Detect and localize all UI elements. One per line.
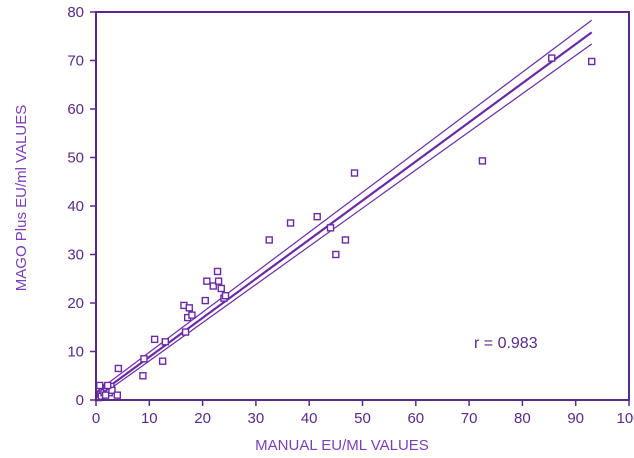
data-point <box>221 292 230 300</box>
data-point <box>217 284 225 293</box>
data-point <box>286 219 295 227</box>
y-tick-label: 20 <box>67 295 84 312</box>
x-tick-label: 40 <box>301 410 318 427</box>
x-tick-label: 80 <box>514 410 531 427</box>
confidence-band-upper <box>95 19 593 393</box>
x-tick-label: 0 <box>92 410 100 427</box>
data-point <box>265 236 273 244</box>
y-tick-label: 0 <box>76 392 84 409</box>
correlation-annotation: r = 0.983 <box>474 335 538 352</box>
data-point <box>350 169 359 177</box>
y-tick-label: 50 <box>67 150 84 167</box>
data-points <box>94 54 596 402</box>
data-point <box>313 212 321 221</box>
x-tick-label: 90 <box>567 410 584 427</box>
x-tick-label: 50 <box>354 410 371 427</box>
data-point <box>101 391 110 399</box>
data-point <box>478 157 487 165</box>
data-point <box>150 335 159 344</box>
data-point <box>188 311 196 319</box>
data-point <box>213 267 222 276</box>
data-point <box>209 282 217 290</box>
y-tick-label: 60 <box>67 101 84 118</box>
data-point <box>214 277 223 285</box>
data-point <box>201 296 209 305</box>
confidence-band-lower <box>95 43 593 400</box>
tick-marks: 0 10 20 30 40 50 60 70 80 90 100 0 10 20 30 40 50 60 70 80 <box>67 4 634 427</box>
x-tick-label: 70 <box>461 410 478 427</box>
x-tick-label: 10 <box>141 410 158 427</box>
y-tick-label: 30 <box>67 247 84 264</box>
data-point <box>96 381 104 390</box>
data-point <box>548 54 556 62</box>
x-tick-label: 30 <box>248 410 265 427</box>
regression-line <box>95 31 593 398</box>
x-tick-label: 20 <box>194 410 211 427</box>
data-point <box>332 250 340 259</box>
data-point <box>158 357 167 365</box>
y-tick-label: 10 <box>67 344 84 361</box>
x-axis-title: MANUAL EU/ML VALUES <box>255 437 429 454</box>
y-tick-label: 70 <box>67 53 84 70</box>
data-point <box>341 236 350 244</box>
data-point <box>326 224 335 232</box>
data-point <box>587 57 596 66</box>
data-point <box>181 328 190 336</box>
regression-lines <box>95 19 593 400</box>
data-point <box>203 277 211 285</box>
y-tick-label: 80 <box>67 4 84 21</box>
data-point <box>104 381 112 390</box>
data-point <box>185 304 193 312</box>
y-tick-label: 40 <box>67 198 84 215</box>
data-point <box>139 372 147 380</box>
data-point <box>114 364 123 373</box>
data-point <box>161 338 169 346</box>
data-point <box>140 355 148 363</box>
y-axis-title: MAGO Plus EU/ml VALUES <box>13 105 30 291</box>
data-point <box>113 391 122 399</box>
x-tick-label: 60 <box>407 410 424 427</box>
data-point <box>108 386 116 394</box>
x-tick-label: 100 <box>616 410 634 427</box>
